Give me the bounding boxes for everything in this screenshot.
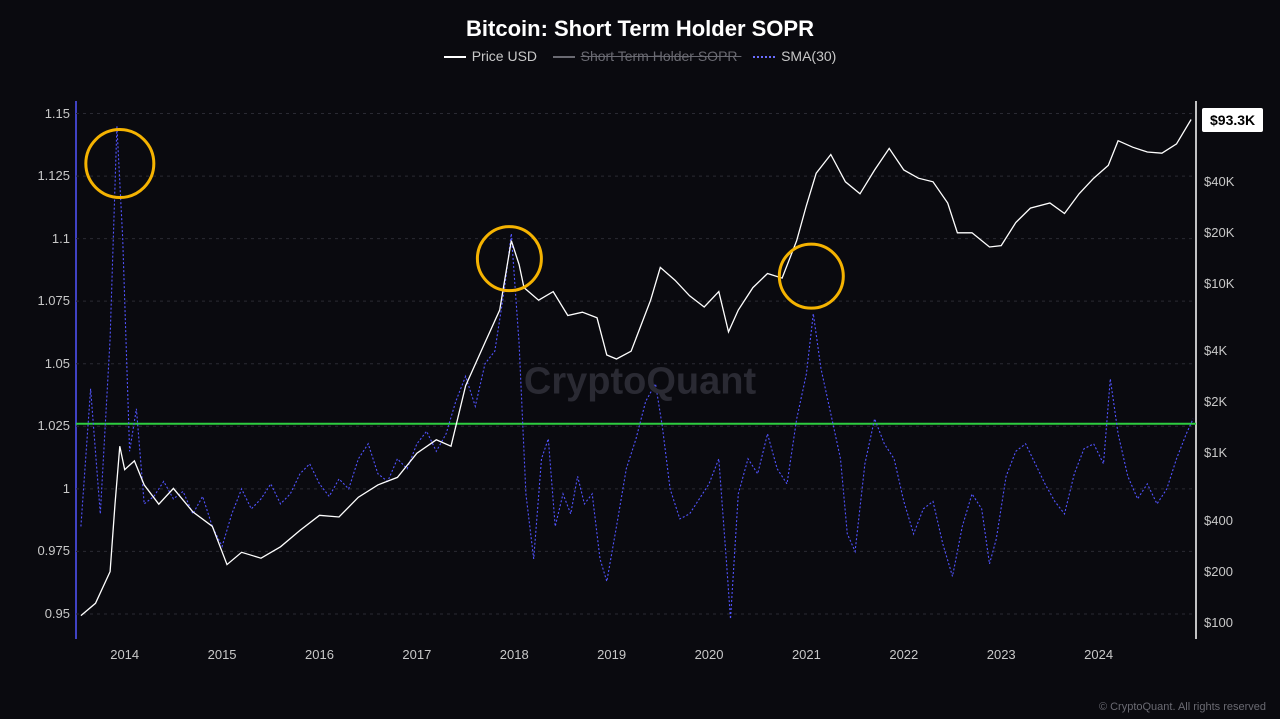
legend: Price USD Short Term Holder SOPR SMA(30) [0, 48, 1280, 64]
chart-title: Bitcoin: Short Term Holder SOPR [0, 0, 1280, 42]
legend-item-sopr-disabled: Short Term Holder SOPR [553, 48, 742, 64]
footer-copyright: © CryptoQuant. All rights reserved [1099, 701, 1266, 713]
chart-svg [20, 95, 1260, 669]
legend-item-sma: SMA(30) [753, 48, 836, 64]
legend-sopr-label: Short Term Holder SOPR [581, 48, 738, 64]
legend-item-price: Price USD [444, 48, 541, 64]
legend-sma-label: SMA(30) [781, 48, 836, 64]
legend-price-label: Price USD [472, 48, 537, 64]
price-tag: $93.3K [1202, 108, 1263, 132]
chart-area: CryptoQuant 0.950.97511.0251.051.0751.11… [20, 95, 1260, 669]
